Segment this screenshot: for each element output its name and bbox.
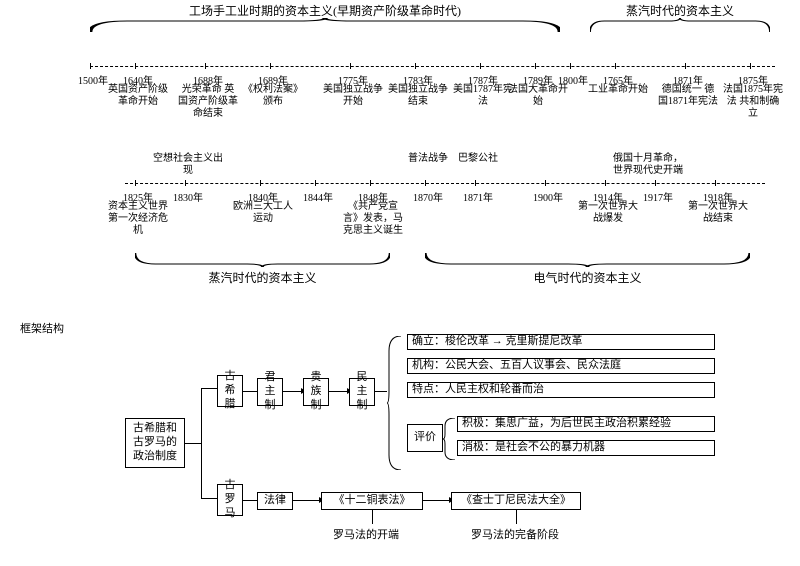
event-label: 第一次世界大战结束 bbox=[688, 201, 748, 225]
event-label: 法国1875年宪法 共和制确立 bbox=[723, 84, 783, 120]
democracy-brace bbox=[387, 336, 401, 470]
twelve-box: 《十二铜表法》 bbox=[321, 492, 423, 510]
event-label: 法国大革命开始 bbox=[508, 84, 568, 108]
year-label: 1500年 bbox=[78, 72, 108, 87]
tick bbox=[415, 63, 416, 69]
d2: 机构： 公民大会、五百人议事会、民众法庭 bbox=[407, 358, 715, 374]
year-label: 1871年 bbox=[463, 189, 493, 204]
d2k: 机构： bbox=[412, 359, 445, 373]
event-label: 美国独立战争结束 bbox=[388, 84, 448, 108]
tick bbox=[425, 180, 426, 186]
event-label: 工业革命开始 bbox=[588, 84, 648, 96]
tick bbox=[605, 180, 606, 186]
tick bbox=[270, 63, 271, 69]
corpus-note: 罗马法的完备阶段 bbox=[471, 526, 559, 542]
greece-box: 古希腊 bbox=[217, 375, 243, 407]
tick bbox=[570, 63, 571, 69]
d3v: 人民主权和轮番而治 bbox=[445, 383, 544, 397]
twelve-note: 罗马法的开端 bbox=[333, 526, 399, 542]
era-top-label: 工场手工业时期的资本主义(早期资产阶级革命时代) bbox=[185, 2, 465, 19]
event-label: 《权利法案》颁布 bbox=[243, 84, 303, 108]
eval-brace bbox=[443, 418, 455, 460]
era-top-brace bbox=[90, 18, 560, 32]
d4ak: 积极： bbox=[462, 417, 495, 431]
era-bottom-label: 电气时代的资本主义 bbox=[508, 269, 668, 286]
year-label: 1800年 bbox=[558, 72, 588, 87]
event-label: 美国1787年宪法 bbox=[453, 84, 513, 108]
tick bbox=[205, 63, 206, 69]
era-top-label: 蒸汽时代的资本主义 bbox=[540, 2, 800, 19]
d4b: 消极： 是社会不公的暴力机器 bbox=[457, 440, 715, 456]
d4: 评价 bbox=[407, 424, 443, 452]
tick bbox=[480, 63, 481, 69]
tick bbox=[135, 63, 136, 69]
d1: 确立： 梭伦改革 → 克里斯提尼改革 bbox=[407, 334, 715, 350]
event-label: 德国统一 德国1871年宪法 bbox=[658, 84, 718, 108]
d4a: 积极： 集思广益，为后世民主政治积累经验 bbox=[457, 416, 715, 432]
tick bbox=[260, 180, 261, 186]
year-label: 1830年 bbox=[173, 189, 203, 204]
year-label: 1844年 bbox=[303, 189, 333, 204]
root-box: 古希腊和古罗马的政治制度 bbox=[125, 418, 185, 468]
event-label: 光荣革命 英国资产阶级革命结束 bbox=[178, 84, 238, 120]
event-label: 欧洲三大工人运动 bbox=[233, 201, 293, 225]
tick bbox=[655, 180, 656, 186]
event-label: 第一次世界大战爆发 bbox=[578, 201, 638, 225]
era-bottom-brace bbox=[135, 253, 390, 267]
d4bv: 是社会不公的暴力机器 bbox=[495, 441, 605, 455]
event-label: 美国独立战争开始 bbox=[323, 84, 383, 108]
tick bbox=[475, 180, 476, 186]
tick bbox=[715, 180, 716, 186]
d3: 特点： 人民主权和轮番而治 bbox=[407, 382, 715, 398]
event-top-label: 空想社会主义出现 bbox=[153, 153, 223, 177]
tick bbox=[615, 63, 616, 69]
d4bk: 消极： bbox=[462, 441, 495, 455]
monarchy-box: 君主制 bbox=[257, 378, 283, 406]
tick bbox=[315, 180, 316, 186]
d1v: 梭伦改革 → 克里斯提尼改革 bbox=[445, 335, 583, 349]
rome-box: 古罗马 bbox=[217, 484, 243, 516]
aristocracy-box: 贵族制 bbox=[303, 378, 329, 406]
d4av: 集思广益，为后世民主政治积累经验 bbox=[495, 417, 671, 431]
year-label: 1900年 bbox=[533, 189, 563, 204]
corpus-box: 《查士丁尼民法大全》 bbox=[451, 492, 581, 510]
axis-2 bbox=[125, 183, 765, 184]
year-label: 1870年 bbox=[413, 189, 443, 204]
tick bbox=[185, 180, 186, 186]
d2v: 公民大会、五百人议事会、民众法庭 bbox=[445, 359, 621, 373]
tick bbox=[135, 180, 136, 186]
event-label: 资本主义世界第一次经济危机 bbox=[108, 201, 168, 237]
law-box: 法律 bbox=[257, 492, 293, 510]
tick bbox=[535, 63, 536, 69]
tick bbox=[370, 180, 371, 186]
democracy-box: 民主制 bbox=[349, 378, 375, 406]
tick bbox=[350, 63, 351, 69]
tick bbox=[545, 180, 546, 186]
event-label: 英国资产阶级革命开始 bbox=[108, 84, 168, 108]
tick bbox=[685, 63, 686, 69]
era-bottom-label: 蒸汽时代的资本主义 bbox=[183, 269, 343, 286]
era-top-brace bbox=[590, 18, 770, 32]
flowchart-region: 古希腊和古罗马的政治制度 古希腊 君主制 贵族制 民主制 确立： 梭伦改革 → … bbox=[125, 340, 745, 550]
event-top-label: 俄国十月革命，世界现代史开端 bbox=[613, 153, 683, 177]
d1k: 确立： bbox=[412, 335, 445, 349]
event-top-label: 巴黎公社 bbox=[443, 153, 513, 165]
tick bbox=[90, 63, 91, 69]
era-bottom-brace bbox=[425, 253, 750, 267]
tick bbox=[750, 63, 751, 69]
section-label: 框架结构 bbox=[20, 320, 64, 336]
event-label: 《共产党宣言》发表，马克思主义诞生 bbox=[343, 201, 403, 237]
d3k: 特点： bbox=[412, 383, 445, 397]
year-label: 1917年 bbox=[643, 189, 673, 204]
axis-1 bbox=[90, 66, 775, 67]
